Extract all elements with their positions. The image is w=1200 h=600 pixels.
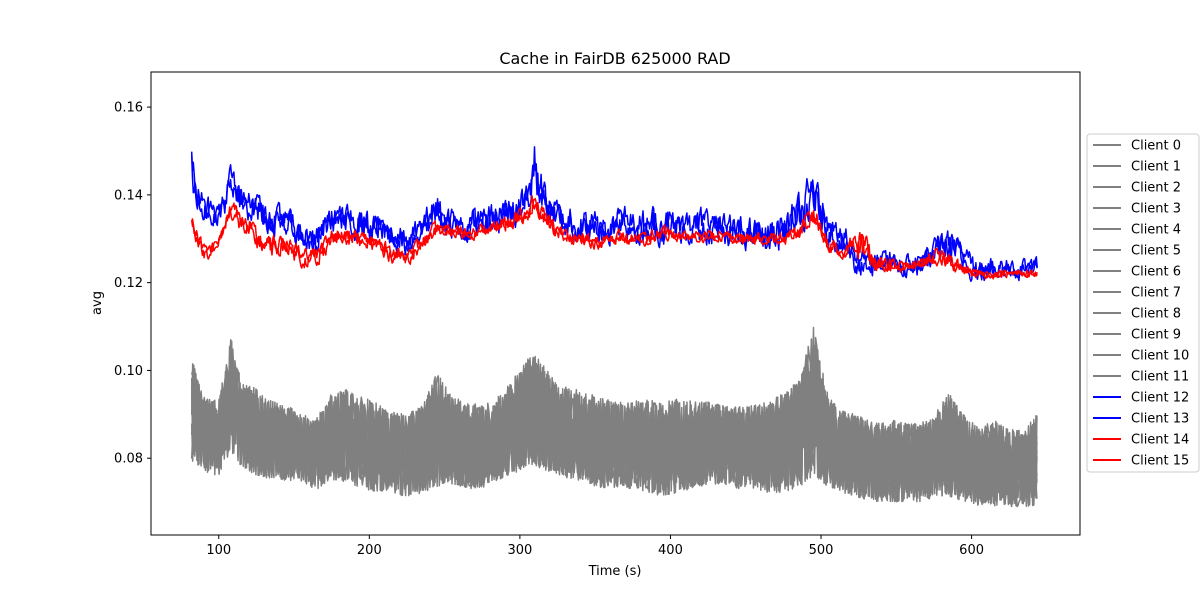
x-axis-label: Time (s): [588, 564, 642, 579]
y-tick-label: 0.14: [114, 188, 143, 203]
chart-title: Cache in FairDB 625000 RAD: [499, 49, 730, 68]
legend-item-label: Client 13: [1131, 412, 1189, 427]
series-line-client-15: [190, 197, 1038, 279]
legend-item-label: Client 6: [1131, 265, 1181, 280]
legend-item-label: Client 1: [1131, 160, 1181, 175]
x-tick-label: 400: [658, 543, 683, 558]
legend-item-label: Client 9: [1131, 328, 1181, 343]
legend-item-label: Client 15: [1131, 454, 1189, 469]
x-tick-label: 300: [507, 543, 532, 558]
legend-item-label: Client 5: [1131, 244, 1181, 259]
y-tick-label: 0.16: [114, 101, 143, 116]
plot-frame: [150, 71, 1081, 536]
x-axis: 100 200 300 400 500 600: [206, 535, 984, 558]
legend-box: [1086, 133, 1200, 473]
legend-item-label: Client 0: [1131, 139, 1181, 154]
x-tick-label: 200: [357, 543, 382, 558]
legend-item-label: Client 14: [1131, 433, 1189, 448]
legend-item-label: Client 7: [1131, 286, 1181, 301]
x-tick-label: 500: [809, 543, 834, 558]
y-tick-label: 0.10: [114, 364, 143, 379]
legend: Client 0 Client 1 Client 2 Client 3 Client 4…: [1086, 133, 1200, 473]
legend-item-label: Client 4: [1131, 223, 1181, 238]
y-axis: 0.08 0.10 0.12 0.14 0.16: [114, 101, 151, 467]
legend-item-label: Client 8: [1131, 307, 1181, 322]
legend-item-label: Client 2: [1131, 181, 1181, 196]
series-layer: [190, 146, 1038, 508]
legend-item-label: Client 10: [1131, 349, 1189, 364]
legend-item-label: Client 11: [1131, 370, 1189, 385]
y-tick-label: 0.12: [114, 276, 143, 291]
x-tick-label: 100: [206, 543, 231, 558]
legend-item-label: Client 12: [1131, 391, 1189, 406]
legend-item-label: Client 3: [1131, 202, 1181, 217]
series-line-client-11: [190, 358, 1038, 506]
y-tick-label: 0.08: [114, 452, 143, 467]
x-tick-label: 600: [959, 543, 984, 558]
y-axis-label: avg: [90, 291, 105, 315]
